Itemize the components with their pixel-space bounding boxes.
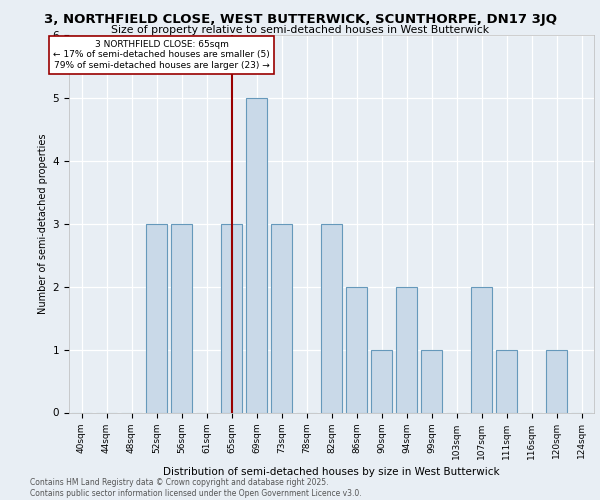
Bar [146, 224, 167, 412]
Bar [471, 286, 492, 412]
Y-axis label: Number of semi-detached properties: Number of semi-detached properties [38, 134, 49, 314]
Bar [421, 350, 442, 412]
Text: 3 NORTHFIELD CLOSE: 65sqm
← 17% of semi-detached houses are smaller (5)
79% of s: 3 NORTHFIELD CLOSE: 65sqm ← 17% of semi-… [53, 40, 270, 70]
Text: Contains HM Land Registry data © Crown copyright and database right 2025.
Contai: Contains HM Land Registry data © Crown c… [30, 478, 362, 498]
Bar [346, 286, 367, 412]
Bar [221, 224, 242, 412]
X-axis label: Distribution of semi-detached houses by size in West Butterwick: Distribution of semi-detached houses by … [163, 467, 500, 477]
Text: Size of property relative to semi-detached houses in West Butterwick: Size of property relative to semi-detach… [111, 25, 489, 35]
Bar [496, 350, 517, 412]
Bar [171, 224, 192, 412]
Bar [246, 98, 267, 412]
Bar [321, 224, 342, 412]
Bar [546, 350, 567, 412]
Text: 3, NORTHFIELD CLOSE, WEST BUTTERWICK, SCUNTHORPE, DN17 3JQ: 3, NORTHFIELD CLOSE, WEST BUTTERWICK, SC… [44, 12, 557, 26]
Bar [371, 350, 392, 412]
Bar [271, 224, 292, 412]
Bar [396, 286, 417, 412]
